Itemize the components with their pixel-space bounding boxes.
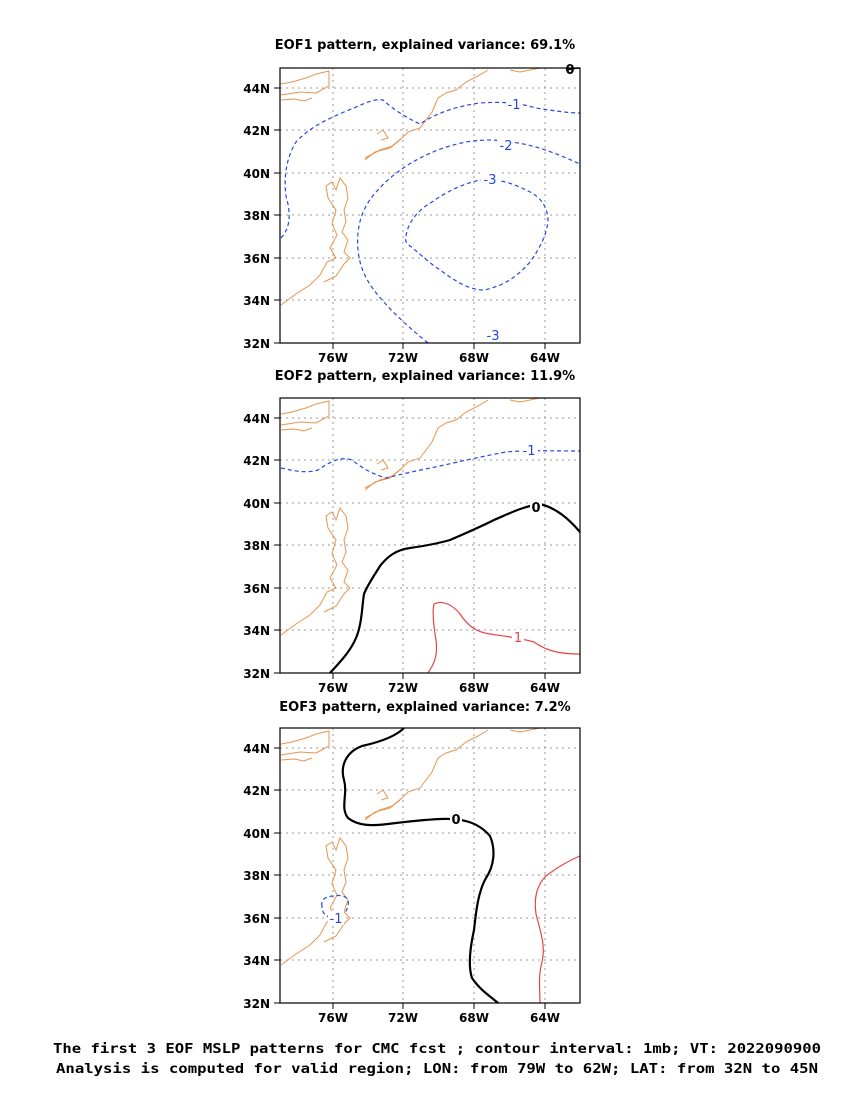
eof3-ytick: 36N <box>243 912 270 926</box>
eof2-y-tick-labels: 44N 42N 40N 38N 36N 34N 32N <box>243 412 270 681</box>
eof2-x-tick-labels: 76W 72W 68W 64W <box>318 681 560 695</box>
eof2-xtick: 64W <box>530 681 560 695</box>
eof1-ytick: 40N <box>243 167 270 181</box>
eof2-ytick: 34N <box>243 624 270 638</box>
eof1-coastline <box>280 67 541 306</box>
eof3-frame <box>279 727 581 1004</box>
eof3-x-tick-labels: 76W 72W 68W 64W <box>318 1011 560 1025</box>
eof3-contour-labels: 0 -1 <box>328 812 462 927</box>
eof1-xtick: 72W <box>388 351 418 365</box>
eof3-label-zero: 0 <box>451 813 460 828</box>
eof2-ytick: 44N <box>243 412 270 426</box>
eof1-frame <box>279 67 581 344</box>
eof1-contour-minus1 <box>280 99 581 239</box>
eof2-title: EOF2 pattern, explained variance: 11.9% <box>275 369 575 384</box>
eof3-xtick: 64W <box>530 1011 560 1025</box>
eof1-contour-minus2 <box>357 139 581 344</box>
eof1-ytick: 32N <box>243 337 270 351</box>
eof1-label-minus3: -3 <box>484 173 497 188</box>
eof2-contour-zero <box>329 502 581 674</box>
eof2-contours <box>280 450 581 674</box>
eof2-ytick: 38N <box>243 539 270 553</box>
eof2-contour-minus1 <box>280 450 581 479</box>
eof3-y-tick-labels: 44N 42N 40N 38N 36N 34N 32N <box>243 742 270 1011</box>
figure-caption: The first 3 EOF MSLP patterns for CMC fc… <box>53 1042 821 1077</box>
eof2-xtick: 68W <box>459 681 489 695</box>
eof1-ytick: 42N <box>243 124 270 138</box>
eof3-ytick: 34N <box>243 954 270 968</box>
eof1-label-minus1: -1 <box>508 98 521 113</box>
eof2-label-plus1: 1 <box>514 631 522 646</box>
eof3-ytick: 38N <box>243 869 270 883</box>
eof3-ytick: 32N <box>243 997 270 1011</box>
eof1-x-tick-labels: 76W 72W 68W 64W <box>318 351 560 365</box>
eof2-label-zero: 0 <box>531 501 540 516</box>
eof3-grid <box>280 728 580 1003</box>
eof1-ytick: 36N <box>243 252 270 266</box>
eof2-ticks <box>274 417 546 679</box>
eof2-ytick: 40N <box>243 497 270 511</box>
eof2-coastline <box>280 397 541 636</box>
eof2-contour-labels: -1 0 1 <box>512 443 542 646</box>
eof2-label-minus1: -1 <box>523 444 536 459</box>
eof3-panel: EOF3 pattern, explained variance: 7.2% 0 <box>243 700 581 1025</box>
eof3-contour-zero <box>341 727 499 1004</box>
eof3-ticks <box>274 747 546 1009</box>
eof2-ytick: 42N <box>243 454 270 468</box>
eof1-contour-minus3 <box>404 179 549 291</box>
eof2-grid <box>280 398 580 673</box>
eof1-ytick: 38N <box>243 209 270 223</box>
eof3-contour-plus1 <box>534 855 581 1004</box>
eof1-xtick: 64W <box>530 351 560 365</box>
eof2-xtick: 76W <box>318 681 348 695</box>
eof1-panel: EOF1 pattern, explained variance: 69.1% <box>243 38 581 365</box>
eof3-title: EOF3 pattern, explained variance: 7.2% <box>279 700 570 715</box>
eof3-xtick: 76W <box>318 1011 348 1025</box>
eof1-label-minus3-b: -3 <box>487 329 500 344</box>
eof2-ytick: 32N <box>243 667 270 681</box>
eof3-xtick: 72W <box>388 1011 418 1025</box>
eof1-label-zero: 0 <box>565 63 574 78</box>
eof1-y-tick-labels: 44N 42N 40N 38N 36N 34N 32N <box>243 82 270 351</box>
eof1-xtick: 68W <box>459 351 489 365</box>
eof3-contours <box>321 727 581 1004</box>
caption-line-2: Analysis is computed for valid region; L… <box>56 1062 818 1077</box>
eof3-ytick: 40N <box>243 827 270 841</box>
eof2-panel: EOF2 pattern, explained variance: 11.9% … <box>243 369 581 695</box>
eof2-contour-plus1 <box>427 601 581 674</box>
eof1-contours <box>280 67 581 344</box>
eof3-xtick: 68W <box>459 1011 489 1025</box>
eof1-ytick: 34N <box>243 294 270 308</box>
eof1-contour-labels: -1 -2 -3 -3 0 <box>481 63 575 344</box>
eof1-grid <box>280 68 580 343</box>
eof1-ticks <box>274 87 546 349</box>
eof3-coastline <box>280 727 541 966</box>
eof2-ytick: 36N <box>243 582 270 596</box>
eof1-xtick: 76W <box>318 351 348 365</box>
eof1-ytick: 44N <box>243 82 270 96</box>
eof3-label-minus1: -1 <box>330 912 343 927</box>
eof1-title: EOF1 pattern, explained variance: 69.1% <box>275 38 575 53</box>
eof3-ytick: 44N <box>243 742 270 756</box>
caption-line-1: The first 3 EOF MSLP patterns for CMC fc… <box>53 1042 821 1057</box>
eof3-ytick: 42N <box>243 784 270 798</box>
eof1-label-minus2: -2 <box>500 139 513 154</box>
eof2-frame <box>279 397 581 674</box>
eof2-xtick: 72W <box>388 681 418 695</box>
